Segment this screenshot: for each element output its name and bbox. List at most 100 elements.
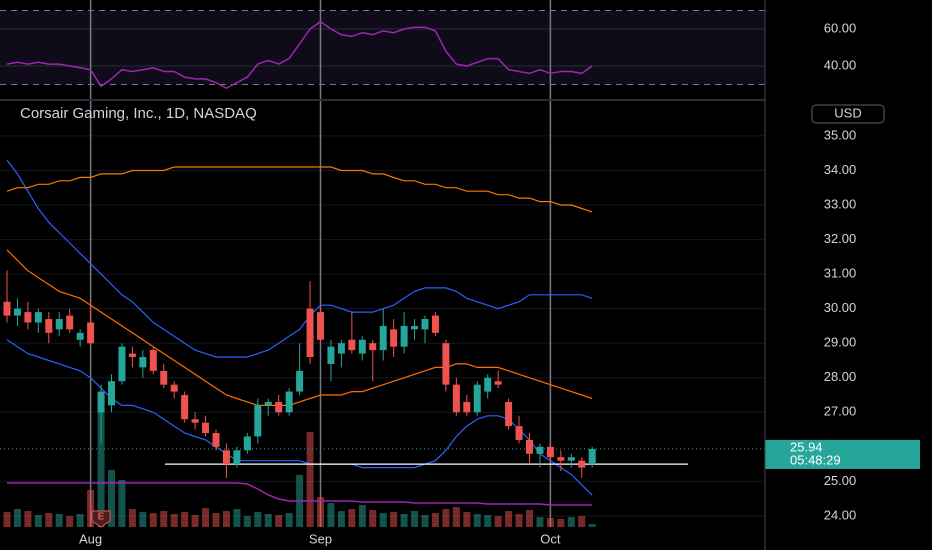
volume-bar [66,516,74,527]
candle-body [317,312,324,340]
candle-body [379,325,387,351]
volume-bar [24,511,32,527]
candle-body [546,446,554,458]
volume-bar [264,514,272,527]
volume-bar [149,513,157,527]
candle-body [567,457,575,461]
candle-body [505,401,513,427]
volume-bar [452,507,460,527]
candle-body [264,401,272,406]
volume-bar [515,514,523,527]
y-tick-label: 25.00 [824,473,857,488]
candle-body [118,346,126,382]
volume-bar [108,470,115,527]
candle-body [536,446,544,454]
indicator-line [6,339,593,496]
volume-bar [369,510,377,527]
candle-body [431,315,439,333]
volume-bar [567,517,575,527]
earnings-shape[interactable] [91,510,111,528]
last-price-label: 25.94 [790,439,823,454]
volume-bar [285,513,293,527]
indicator-line [6,166,593,213]
x-tick-label: Aug [79,531,102,546]
candle-body [108,381,115,406]
last-price-box [765,439,920,469]
candle-body [306,308,314,358]
candle-body [578,460,586,468]
candle-body [526,439,533,454]
candle-body [87,322,95,344]
candle-body [66,315,74,330]
candle-body [222,450,230,465]
rsi-tick-label: 60.00 [824,20,857,35]
candle-body [170,384,178,392]
candle-body [327,346,335,364]
volume-bar [484,515,492,527]
volume-bar [431,513,439,527]
earnings-badge[interactable]: E [91,510,111,528]
volume-bar [546,518,554,527]
candle-body [369,343,377,351]
candle-body [411,325,419,330]
front-layer: 35.00 34.00 33.00 32.00 31.00 30.00 29.00 28.00… [3,20,920,546]
x-tick-label: Oct [540,531,561,546]
y-tick-label: 35.00 [824,127,857,142]
currency[interactable]: USD [834,105,861,120]
currency-box[interactable] [811,104,885,124]
y-tick-label: 33.00 [824,196,857,211]
candle-body [45,319,53,333]
candle-body [484,377,492,392]
volume-bar [494,516,502,527]
volume-bar [212,513,220,527]
candle-body [588,448,596,465]
candle-body [139,357,147,368]
volume-bar [358,505,366,527]
volume-bar [191,515,199,527]
candle-body [233,450,241,465]
y-tick-label: 31.00 [824,266,857,281]
candle-body [76,332,84,340]
y-tick-label: 30.00 [824,300,857,315]
y-tick-label: 32.00 [824,231,857,246]
volume-bar [317,497,324,527]
volume-bar [411,511,419,527]
volume-bar [97,410,105,527]
volume-bar [390,512,398,527]
volume-bar [3,512,11,527]
volume-bar [588,524,596,527]
x-tick-label: Sep [309,531,332,546]
volume-bar [473,514,481,527]
volume-bar [233,509,241,527]
candle-body [515,426,523,440]
candle-body [34,312,42,323]
volume-bar [181,512,189,527]
candle-body [191,419,199,423]
volume-bar [254,512,262,527]
volume-bar [327,503,335,527]
volume-bar [306,432,314,527]
candle-body [358,339,366,354]
candle-body [243,436,251,451]
volume-bar [557,519,565,527]
volume-bar [463,512,471,527]
volume-bar [243,516,251,527]
volume-bar [139,512,147,527]
chart-title: Corsair Gaming, Inc., 1D, NASDAQ [20,105,257,122]
candle-body [254,405,262,437]
volume-bar [34,515,42,527]
rsi-line [6,20,593,90]
volume-bar [379,513,387,527]
volume-bar [76,514,84,527]
volume-bar [202,508,210,527]
volume-bar [337,511,345,527]
candle-body [275,401,283,413]
volume-bar [400,514,408,527]
volume-bar [160,511,168,527]
y-tick-label: 24.00 [824,507,857,522]
earnings-label[interactable]: E [98,512,105,523]
volume-bar [128,509,136,527]
volume-bar [348,509,356,527]
candle-body [442,343,450,385]
candle-body [55,319,63,330]
